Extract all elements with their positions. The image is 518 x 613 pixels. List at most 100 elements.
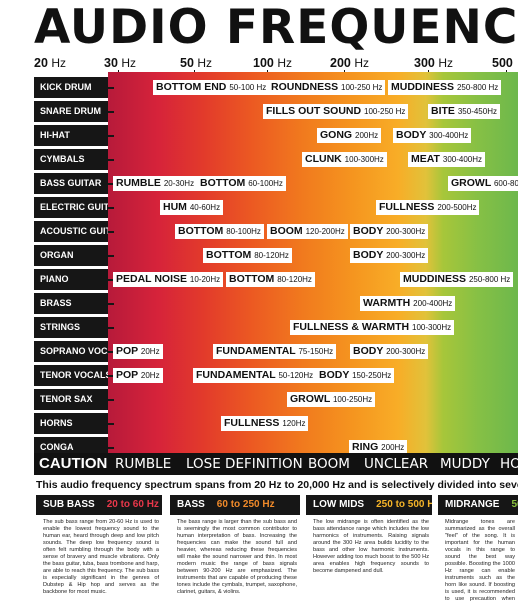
frequency-tag: BODY 200-300Hz [350,344,429,359]
tag-range: 200-300Hz [386,251,426,260]
frequency-tag: BOTTOM 60-100Hz [197,176,286,191]
frequency-label: 20 Hz [34,56,66,70]
tag-range: 50-120Hz [278,371,314,380]
tag-label: BOTTOM [206,249,252,261]
tag-label: BODY [353,249,384,261]
frequency-tag: POP 20Hz [113,344,163,359]
panel-name: MIDRANGE [445,499,500,510]
frequency-tag: BOTTOM 80-120Hz [203,248,292,263]
instrument-connector [108,255,114,257]
frequency-tag: BODY 300-400Hz [393,128,472,143]
instrument-connector [108,207,114,209]
panel-header: MIDRANGE 500 [438,495,518,515]
instrument-connector [108,351,114,353]
tag-range: 600-800 [493,179,518,188]
tag-range: 200-500Hz [437,203,477,212]
panel-header: LOW MIDS 250 to 500 Hz [306,495,432,515]
tag-range: 100-300Hz [344,155,384,164]
tag-label: MEAT [411,153,440,165]
panel-name: SUB BASS [43,499,95,510]
tag-range: 40-60Hz [189,203,221,212]
instrument-label: TENOR VOCALS [34,365,108,386]
frequency-unit: Hz [121,56,137,70]
panel-text: Midrange tones are summarized as the ove… [445,519,515,601]
tag-range: 150-250Hz [352,371,392,380]
tag-label: WARMTH [363,297,411,309]
tag-range: 80-100Hz [226,227,261,236]
instrument-connector [108,399,114,401]
frequency-value: 200 [330,56,351,70]
frequency-tag: FULLNESS 120Hz [221,416,309,431]
tag-range: 100-250Hz [332,395,373,404]
instrument-connector [108,375,114,377]
instrument-connector [108,279,114,281]
frequency-tag: ROUNDNESS 100-250 Hz [268,80,386,95]
caution-item: LOSE DEFINITION [186,456,303,472]
tag-range: 20-30Hz [163,179,195,188]
tag-range: 250-800 Hz [456,83,499,92]
frequency-value: 300 [414,56,435,70]
tag-label: BODY [396,129,427,141]
tag-label: BOTTOM END [156,81,227,93]
caution-item: UNCLEAR [364,456,429,472]
instrument-label: TENOR SAX [34,389,108,410]
tag-label: FULLNESS [379,201,435,213]
tag-label: BOTTOM [178,225,224,237]
frequency-tag: POP 20Hz [113,368,163,383]
frequency-value: 30 [104,56,118,70]
caution-label: CAUTION [39,455,108,472]
tag-range: 60-100Hz [248,179,283,188]
caution-item: BOOM [308,456,350,472]
frequency-unit: Hz [438,56,454,70]
instrument-label: ELECTRIC GUITAR [34,197,108,218]
frequency-unit: Hz [51,56,67,70]
instrument-label: ORGAN [34,245,108,266]
tag-label: RUMBLE [116,177,161,189]
tag-label: CLUNK [305,153,342,165]
frequency-label: 300 Hz [414,56,453,70]
tag-label: BITE [431,105,455,117]
tag-range: 80-120Hz [254,251,289,260]
tag-range: 20Hz [140,347,160,356]
panel-text: The sub bass range from 20-60 Hz is used… [43,519,159,595]
tag-range: 100-250 Hz [364,107,406,116]
summary-text: This audio frequency spectrum spans from… [36,479,518,491]
frequency-unit: Hz [277,56,293,70]
panel-bass: BASS 60 to 250 Hz The bass range is large… [170,495,300,601]
frequency-tag: BOTTOM 80-100Hz [175,224,264,239]
tag-label: HUM [163,201,187,213]
frequency-tag: FUNDAMENTAL 75-150Hz [213,344,337,359]
frequency-label: 100 Hz [253,56,292,70]
frequency-unit: Hz [354,56,370,70]
panel-header: SUB BASS 20 to 60 Hz [36,495,162,515]
frequency-tag: BODY 200-300Hz [350,248,429,263]
frequency-tag: FUNDAMENTAL 50-120Hz [193,368,317,383]
tag-label: BODY [319,369,350,381]
instrument-label: SNARE DRUM [34,101,108,122]
tag-range: 200-400Hz [413,299,453,308]
frequency-tag: BODY 200-300Hz [350,224,429,239]
panel-text: The bass range is larger than the sub ba… [177,519,297,595]
tag-label: BODY [353,345,384,357]
frequency-tag: FULLNESS & WARMTH 100-300Hz [290,320,455,335]
frequency-tag: BOTTOM 80-120Hz [226,272,315,287]
frequency-tag: MUDDINESS 250-800 Hz [388,80,502,95]
tag-label: BOTTOM [200,177,246,189]
tag-label: FUNDAMENTAL [216,345,296,357]
tag-range: 10-20Hz [189,275,221,284]
frequency-value: 100 [253,56,274,70]
instrument-label: KICK DRUM [34,77,108,98]
panel-low-mids: LOW MIDS 250 to 500 Hz The low midrange i… [306,495,432,601]
frequency-tag: BOOM 120-200Hz [267,224,348,239]
panel-text: The low midrange is often identified as … [313,519,429,574]
tag-range: 20Hz [140,371,160,380]
tag-label: BOOM [270,225,303,237]
tag-range: 50-100 Hz [229,83,267,92]
frequency-value: 20 [34,56,48,70]
tag-range: 300-400Hz [429,131,469,140]
tag-label: BOTTOM [229,273,275,285]
tag-range: 200Hz [381,443,405,452]
tag-label: MUDDINESS [391,81,455,93]
instrument-label: STRINGS [34,317,108,338]
